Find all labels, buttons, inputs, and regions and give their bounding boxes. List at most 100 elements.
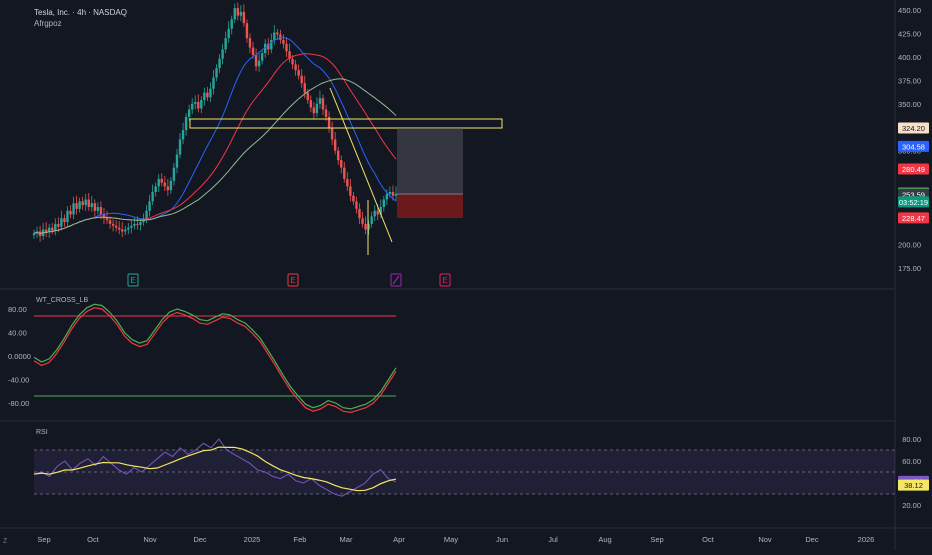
candle-body xyxy=(279,34,282,41)
loss-zone xyxy=(397,194,463,218)
candle-body xyxy=(346,178,349,187)
candle-body xyxy=(111,223,115,226)
candle-body xyxy=(358,208,361,219)
wt-tick-label: -40.00 xyxy=(8,376,29,385)
candle-body xyxy=(333,139,337,151)
price-label: 304.58 xyxy=(902,142,925,151)
candle-body xyxy=(251,47,255,56)
candle-body xyxy=(75,203,78,209)
candle-body xyxy=(99,207,103,215)
candle-body xyxy=(270,40,273,50)
candle-body xyxy=(361,218,364,224)
time-axis-label: May xyxy=(444,535,458,544)
candle-body xyxy=(166,186,170,191)
candle-body xyxy=(373,210,376,217)
ma-blue-line xyxy=(33,36,397,235)
time-axis-label: Oct xyxy=(702,535,715,544)
symbol-title: Tesla, Inc. · 4h · NASDAQ xyxy=(34,8,127,17)
candle-body xyxy=(394,193,398,196)
wt-tick-label: 80.00 xyxy=(8,305,27,314)
price-label-bg xyxy=(898,140,929,152)
candle-body xyxy=(187,109,191,117)
candle-body xyxy=(209,88,212,98)
candle-body xyxy=(133,223,136,226)
candle-body xyxy=(172,167,176,181)
candle-body xyxy=(212,77,215,89)
candle-body xyxy=(233,8,236,20)
price-label: 280.49 xyxy=(902,165,925,174)
candle-body xyxy=(203,92,206,101)
price-tick-label: 425.00 xyxy=(898,29,921,38)
price-tick-label: 400.00 xyxy=(898,53,921,62)
price-tick-label: 375.00 xyxy=(898,76,921,85)
rsi-label-bg xyxy=(898,479,929,491)
candle-body xyxy=(355,201,358,209)
candle-body xyxy=(245,23,249,39)
candle-body xyxy=(224,38,227,50)
price-label: 324.20 xyxy=(902,124,925,133)
candle-body xyxy=(160,178,163,183)
rsi-tick-label: 20.00 xyxy=(902,501,921,510)
rsi-tick-label: 60.00 xyxy=(902,457,921,466)
candle-body xyxy=(321,98,325,110)
candle-body xyxy=(349,186,352,196)
time-axis-label: Sep xyxy=(650,535,663,544)
rsi-band xyxy=(34,450,895,494)
candle-body xyxy=(136,223,139,225)
time-axis-label: Mar xyxy=(340,535,353,544)
candle-body xyxy=(257,60,261,67)
candle-body xyxy=(206,92,209,98)
time-axis-label: Oct xyxy=(87,535,100,544)
candle-body xyxy=(337,150,340,161)
timezone-icon[interactable]: Z xyxy=(3,538,8,545)
price-label: 228.47 xyxy=(902,214,925,223)
candle-body xyxy=(230,19,233,29)
candle-body xyxy=(273,32,276,41)
candle-body xyxy=(276,32,279,35)
candle-body xyxy=(194,101,197,104)
candle-body xyxy=(294,64,297,71)
candle-body xyxy=(84,199,87,206)
candle-body xyxy=(248,38,252,48)
candle-body xyxy=(78,201,81,209)
author-name: Afrgpoz xyxy=(34,19,62,28)
candle-body xyxy=(127,227,130,230)
candle-body xyxy=(391,192,395,196)
candle-body xyxy=(51,227,54,231)
candle-body xyxy=(93,203,97,211)
candle-body xyxy=(124,229,127,232)
candle-body xyxy=(267,43,270,50)
candle-body xyxy=(318,98,322,104)
candle-body xyxy=(315,103,319,114)
candle-body xyxy=(306,92,309,101)
candle-body xyxy=(385,193,389,200)
candle-body xyxy=(382,199,386,208)
price-tick-label: 350.00 xyxy=(898,100,921,109)
earnings-marker-icon xyxy=(127,273,139,287)
candle-body xyxy=(376,210,379,215)
candle-body xyxy=(370,216,373,224)
candle-body xyxy=(242,11,246,24)
candle-body xyxy=(96,207,100,211)
candle-body xyxy=(330,128,334,140)
candle-body xyxy=(190,103,194,110)
candle-body xyxy=(57,223,60,227)
candle-body xyxy=(260,53,264,61)
rsi-ma-line xyxy=(33,446,397,492)
profit-zone xyxy=(397,128,463,194)
price-tick-label: 200.00 xyxy=(898,241,921,250)
candle-body xyxy=(239,11,243,16)
time-axis-label: Apr xyxy=(393,535,405,544)
candle-body xyxy=(181,130,185,140)
wt-indicator-title: WT_CROSS_LB xyxy=(36,297,89,304)
price-label-bg xyxy=(898,212,929,224)
wt-tick-label: 0.0000 xyxy=(8,352,31,361)
split-icon xyxy=(392,275,400,285)
time-axis-label: Dec xyxy=(193,535,207,544)
wt-tick-label: 40.00 xyxy=(8,329,27,338)
candle-body xyxy=(303,83,306,93)
candle-body xyxy=(108,220,112,224)
candle-body xyxy=(175,154,179,168)
